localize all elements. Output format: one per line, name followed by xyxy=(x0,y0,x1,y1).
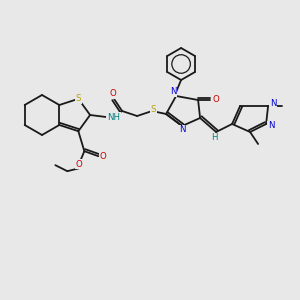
Text: N: N xyxy=(170,88,176,97)
Text: N: N xyxy=(268,122,274,130)
Text: H: H xyxy=(211,134,217,142)
Text: S: S xyxy=(76,94,81,103)
Text: S: S xyxy=(150,106,156,115)
Text: N: N xyxy=(270,100,276,109)
Text: O: O xyxy=(76,160,83,169)
Text: N: N xyxy=(179,125,185,134)
Text: O: O xyxy=(100,152,107,161)
Text: O: O xyxy=(213,95,220,104)
Text: NH: NH xyxy=(107,112,120,122)
Text: O: O xyxy=(110,89,116,98)
